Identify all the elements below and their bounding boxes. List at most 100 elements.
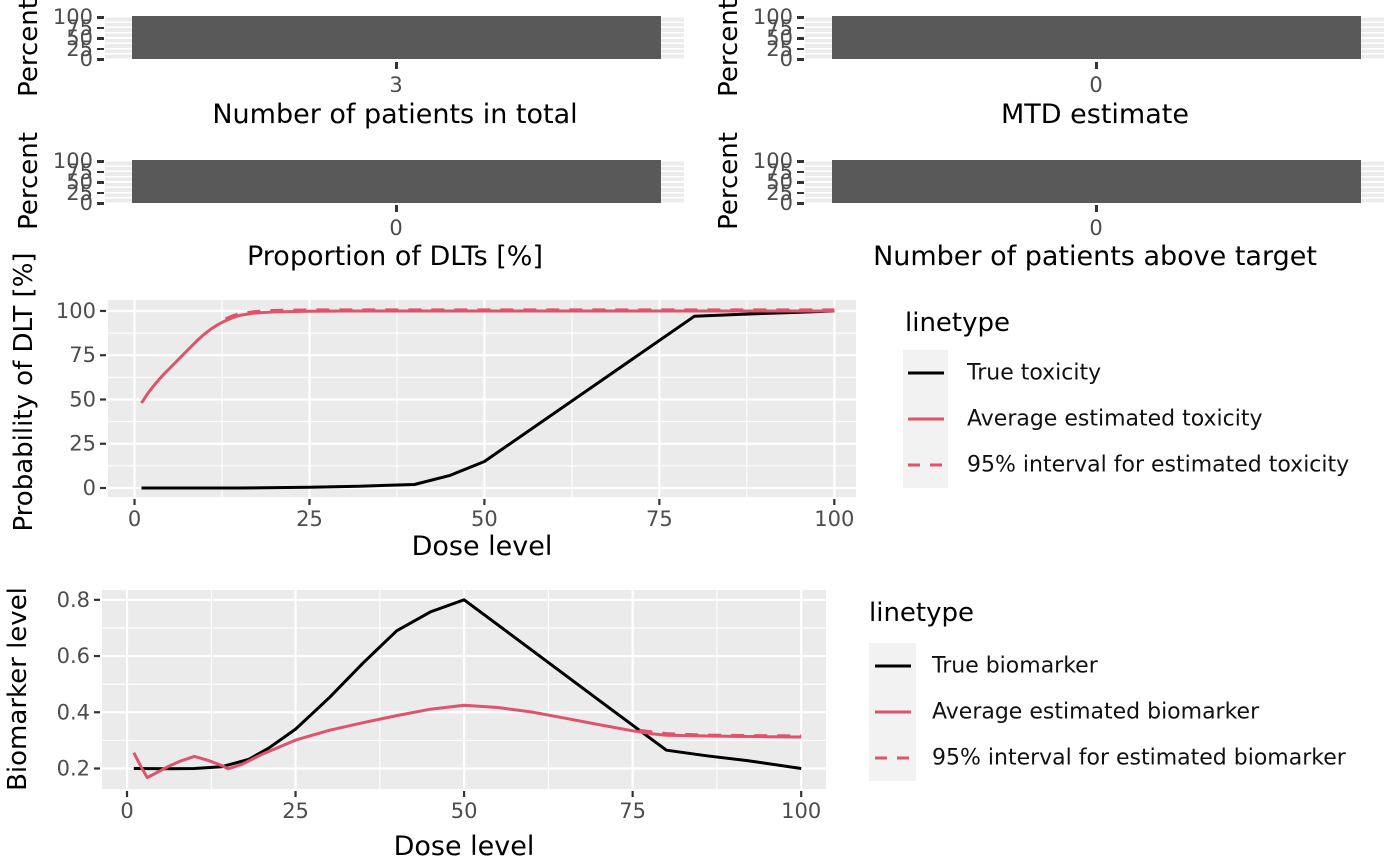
- svg-text:0.2: 0.2: [57, 756, 90, 780]
- y-tick-mark: [97, 58, 104, 61]
- plot-panel: [805, 16, 1384, 59]
- plot-panel: [805, 160, 1384, 203]
- x-tick-mark: [1095, 62, 1098, 69]
- y-tick-mark: [797, 191, 804, 194]
- y-tick-label: 0: [79, 191, 93, 215]
- svg-text:75: 75: [69, 343, 96, 367]
- plot-panel: [105, 16, 684, 59]
- y-tick-label: 75: [766, 15, 793, 40]
- y-tick-label: 0: [779, 47, 793, 71]
- x-tick-label: 0: [389, 216, 403, 240]
- y-tick-mark: [797, 58, 804, 61]
- y-tick-label: 25: [66, 180, 93, 205]
- legend-label: 95% interval for estimated biomarker: [932, 745, 1346, 771]
- legend-key-line: [908, 463, 944, 467]
- x-axis-title: Proportion of DLTs [%]: [246, 241, 543, 272]
- x-tick-label: 0: [1089, 73, 1103, 97]
- y-tick-label: 100: [752, 149, 793, 173]
- y-tick-label: 0: [79, 47, 93, 71]
- y-tick-mark: [97, 191, 104, 194]
- toxicity-plot-panel: 0 25 50 75 100 0 25 50 75 100: [56, 299, 856, 531]
- legend-key-line: [875, 710, 911, 714]
- svg-text:100: 100: [781, 799, 821, 823]
- svg-text:0.4: 0.4: [57, 700, 90, 724]
- bar: [132, 16, 661, 59]
- x-tick-mark: [395, 62, 398, 69]
- y-tick-mark: [97, 37, 104, 40]
- svg-text:50: 50: [451, 799, 478, 823]
- legend-label: Average estimated toxicity: [967, 406, 1263, 432]
- y-tick-mark: [797, 170, 804, 173]
- legend-key-line: [908, 371, 944, 375]
- bar: [832, 16, 1361, 59]
- y-tick-mark: [97, 47, 104, 50]
- svg-text:25: 25: [69, 432, 96, 456]
- y-tick-mark: [797, 26, 804, 29]
- y-tick-label: 50: [766, 170, 793, 194]
- y-tick-mark: [797, 47, 804, 50]
- y-axis-title: Biomarker level: [3, 587, 33, 791]
- x-tick-label: 3: [389, 73, 403, 97]
- legend-title: linetype: [869, 598, 975, 628]
- y-tick-mark: [797, 160, 804, 163]
- y-tick-mark: [797, 202, 804, 205]
- y-tick-label: 50: [766, 26, 793, 50]
- x-tick-label: 0: [1089, 216, 1103, 240]
- y-tick-label: 50: [66, 26, 93, 50]
- x-axis-title: Dose level: [393, 831, 535, 862]
- plot-panel: [105, 160, 684, 203]
- x-axis-title: Number of patients above target: [873, 241, 1317, 272]
- y-tick-mark: [797, 16, 804, 19]
- legend-key-line: [875, 664, 911, 668]
- y-tick-label: 25: [766, 180, 793, 205]
- legend-key-line: [875, 756, 911, 760]
- x-tick-mark: [395, 205, 398, 212]
- svg-text:25: 25: [296, 507, 323, 531]
- svg-text:0.8: 0.8: [57, 588, 90, 612]
- y-tick-mark: [97, 181, 104, 184]
- y-tick-mark: [97, 170, 104, 173]
- y-tick-label: 25: [66, 36, 93, 61]
- y-tick-label: 0: [779, 191, 793, 215]
- svg-text:25: 25: [282, 799, 309, 823]
- svg-text:75: 75: [646, 507, 673, 531]
- y-tick-label: 100: [752, 5, 793, 29]
- x-axis-title: Dose level: [411, 531, 553, 562]
- svg-text:0: 0: [128, 507, 141, 531]
- y-axis-title: Probability of DLT [%]: [9, 252, 39, 532]
- legend-title: linetype: [905, 308, 1011, 338]
- x-axis-title: Number of patients in total: [212, 99, 578, 130]
- bar: [832, 160, 1361, 203]
- y-tick-label: 100: [52, 5, 93, 29]
- legend-label: 95% interval for estimated toxicity: [967, 452, 1350, 478]
- y-tick-label: 50: [66, 170, 93, 194]
- y-tick-mark: [97, 26, 104, 29]
- svg-text:0: 0: [83, 476, 96, 500]
- x-tick-mark: [1095, 205, 1098, 212]
- svg-text:0.6: 0.6: [57, 644, 90, 668]
- y-tick-label: 75: [766, 159, 793, 184]
- y-tick-mark: [97, 16, 104, 19]
- svg-text:50: 50: [69, 387, 96, 411]
- svg-text:50: 50: [471, 507, 498, 531]
- legend-key-line: [908, 417, 944, 421]
- svg-text:0: 0: [120, 799, 133, 823]
- y-tick-label: 75: [66, 159, 93, 184]
- y-tick-label: 75: [66, 15, 93, 40]
- bar: [132, 160, 661, 203]
- y-tick-mark: [97, 160, 104, 163]
- y-tick-mark: [97, 202, 104, 205]
- y-tick-label: 100: [52, 149, 93, 173]
- svg-text:100: 100: [814, 507, 854, 531]
- x-axis-title: MTD estimate: [1001, 99, 1189, 130]
- svg-text:100: 100: [56, 299, 96, 323]
- y-tick-label: 25: [766, 36, 793, 61]
- svg-text:75: 75: [619, 799, 646, 823]
- y-tick-mark: [797, 37, 804, 40]
- legend-label: Average estimated biomarker: [932, 699, 1260, 725]
- legend-label: True biomarker: [932, 653, 1098, 679]
- legend-label: True toxicity: [967, 360, 1102, 386]
- biomarker-plot-panel: 0 25 50 75 100 0.8 0.6 0.4 0.2: [57, 588, 826, 823]
- y-tick-mark: [797, 181, 804, 184]
